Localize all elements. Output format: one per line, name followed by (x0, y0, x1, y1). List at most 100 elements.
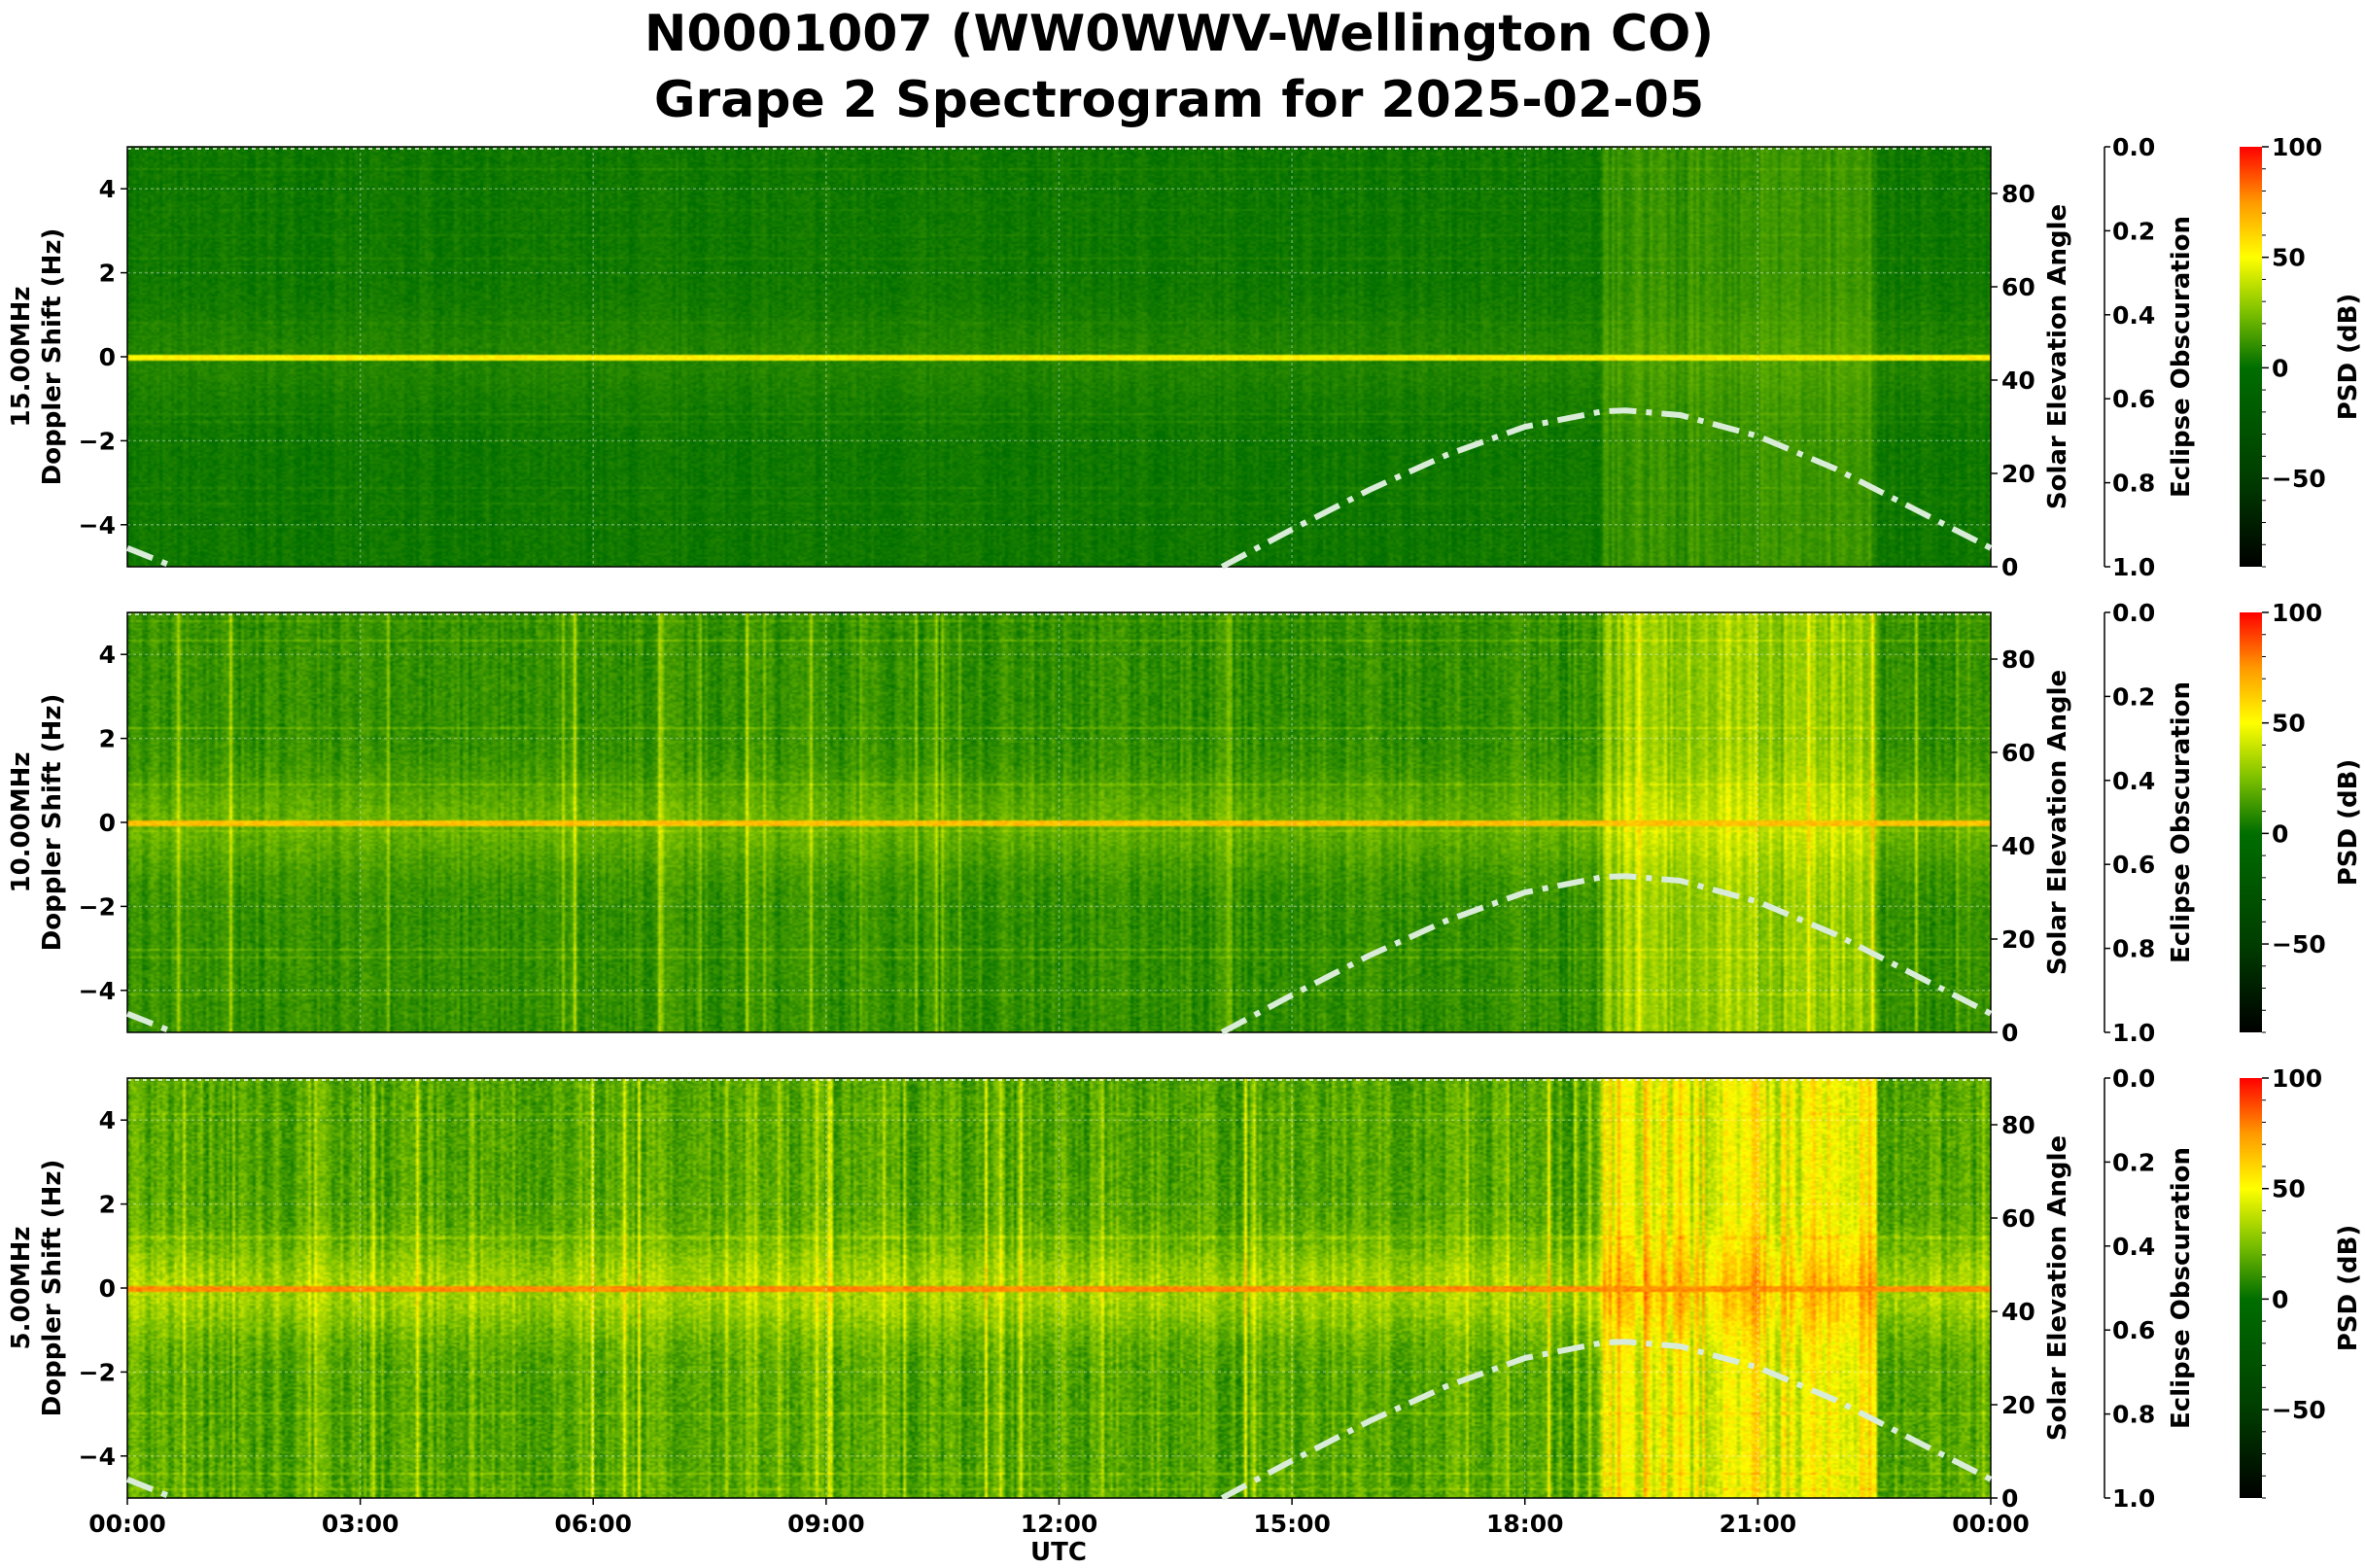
solar-elevation-curve (125, 1011, 176, 1035)
y-tick-label: 0 (99, 1274, 116, 1303)
colorbar-tick-label: −50 (2272, 465, 2326, 493)
colorbar (2240, 612, 2262, 1032)
colorbar-tick-label: 100 (2272, 1064, 2322, 1093)
elevation-tick-label: 60 (2001, 739, 2035, 767)
colorbar (2240, 147, 2262, 567)
eclipse-tick-label: 0.6 (2112, 851, 2155, 879)
x-tick-label: 09:00 (787, 1510, 865, 1538)
y-tick-label: 4 (99, 1106, 116, 1134)
y-tick-label: 2 (99, 725, 116, 753)
colorbar-tick-label: 100 (2272, 133, 2322, 161)
panel-frequency-label: 5.00MHz (7, 1227, 36, 1350)
x-tick-label: 18:00 (1486, 1510, 1564, 1538)
eclipse-axis-label: Eclipse Obscuration (2167, 681, 2196, 963)
spectrogram-10mhz (127, 612, 1991, 1032)
x-tick-label: 21:00 (1720, 1510, 1797, 1538)
eclipse-tick-label: 0.8 (2112, 1401, 2155, 1429)
eclipse-tick-label: 0.4 (2112, 1233, 2155, 1261)
y-tick-label: 2 (99, 260, 116, 288)
elevation-tick-label: 40 (2001, 366, 2035, 395)
solar-elevation-curve (125, 1477, 176, 1501)
eclipse-tick-label: 1.0 (2112, 1484, 2155, 1513)
eclipse-tick-label: 0.2 (2112, 217, 2155, 245)
elevation-tick-label: 20 (2001, 1391, 2035, 1419)
x-tick-label: 15:00 (1253, 1510, 1331, 1538)
eclipse-tick-label: 0.0 (2112, 1064, 2155, 1093)
y-tick-label: −2 (79, 892, 116, 921)
colorbar-tick-label: 0 (2272, 1285, 2288, 1313)
solar-elevation-curve (125, 545, 176, 570)
spectrogram-15mhz (127, 147, 1991, 567)
elevation-axis-label: Solar Elevation Angle (2043, 204, 2072, 509)
y-axis-label: Doppler Shift (Hz) (38, 228, 67, 486)
colorbar-tick-label: 0 (2272, 354, 2288, 382)
elevation-tick-label: 60 (2001, 1204, 2035, 1233)
eclipse-tick-label: 1.0 (2112, 1019, 2155, 1047)
colorbar-tick-label: 50 (2272, 244, 2306, 272)
elevation-tick-label: 20 (2001, 925, 2035, 954)
elevation-tick-label: 40 (2001, 832, 2035, 860)
x-tick-label: 12:00 (1021, 1510, 1098, 1538)
elevation-axis-label: Solar Elevation Angle (2043, 670, 2072, 975)
eclipse-tick-label: 1.0 (2112, 553, 2155, 581)
elevation-tick-label: 60 (2001, 273, 2035, 301)
eclipse-tick-label: 0.6 (2112, 1316, 2155, 1344)
elevation-tick-label: 0 (2001, 1484, 2018, 1513)
y-tick-label: 4 (99, 641, 116, 669)
y-tick-label: −4 (79, 977, 116, 1005)
colorbar-tick-label: 100 (2272, 599, 2322, 627)
y-tick-label: −4 (79, 511, 116, 540)
eclipse-tick-label: 0.4 (2112, 301, 2155, 330)
solar-elevation-curve (1220, 873, 1993, 1035)
eclipse-tick-label: 0.8 (2112, 935, 2155, 963)
x-tick-label: 03:00 (322, 1510, 400, 1538)
elevation-tick-label: 80 (2001, 645, 2035, 674)
elevation-tick-label: 80 (2001, 180, 2035, 208)
colorbar-tick-label: 0 (2272, 819, 2288, 848)
elevation-axis-label: Solar Elevation Angle (2043, 1135, 2072, 1441)
elevation-tick-label: 20 (2001, 460, 2035, 488)
y-axis-label: Doppler Shift (Hz) (38, 694, 67, 952)
eclipse-tick-label: 0.0 (2112, 133, 2155, 161)
elevation-tick-label: 80 (2001, 1111, 2035, 1139)
x-axis-label: UTC (1030, 1538, 1087, 1567)
eclipse-tick-label: 0.2 (2112, 682, 2155, 711)
colorbar-label: PSD (dB) (2334, 759, 2363, 887)
chart-title-line2: Grape 2 Spectrogram for 2025-02-05 (654, 71, 1704, 129)
eclipse-tick-label: 0.0 (2112, 599, 2155, 627)
solar-elevation-curve (1220, 1339, 1993, 1501)
y-tick-label: −2 (79, 427, 116, 455)
elevation-tick-label: 0 (2001, 553, 2018, 581)
colorbar-tick-label: 50 (2272, 1175, 2306, 1203)
x-tick-label: 00:00 (1952, 1510, 2030, 1538)
spectrogram-5mhz (127, 1078, 1991, 1498)
eclipse-axis-label: Eclipse Obscuration (2167, 216, 2196, 498)
eclipse-axis-label: Eclipse Obscuration (2167, 1147, 2196, 1429)
elevation-tick-label: 40 (2001, 1298, 2035, 1326)
x-tick-label: 00:00 (88, 1510, 166, 1538)
eclipse-tick-label: 0.6 (2112, 385, 2155, 413)
y-tick-label: 2 (99, 1191, 116, 1219)
colorbar-tick-label: −50 (2272, 930, 2326, 958)
eclipse-tick-label: 0.4 (2112, 767, 2155, 795)
eclipse-tick-label: 0.2 (2112, 1148, 2155, 1176)
x-tick-label: 06:00 (554, 1510, 632, 1538)
solar-elevation-curve (1220, 407, 1993, 570)
y-tick-label: −4 (79, 1443, 116, 1471)
chart-title-line1: N0001007 (WW0WWV-Wellington CO) (644, 5, 1714, 63)
colorbar-label: PSD (dB) (2334, 294, 2363, 421)
y-axis-label: Doppler Shift (Hz) (38, 1160, 67, 1417)
panel-frequency-label: 10.00MHz (7, 751, 36, 892)
colorbar-label: PSD (dB) (2334, 1225, 2363, 1352)
eclipse-tick-label: 0.8 (2112, 470, 2155, 498)
colorbar-tick-label: −50 (2272, 1396, 2326, 1424)
colorbar (2240, 1078, 2262, 1498)
y-tick-label: 4 (99, 175, 116, 203)
y-tick-label: −2 (79, 1358, 116, 1386)
panel-frequency-label: 15.00MHz (7, 286, 36, 427)
elevation-tick-label: 0 (2001, 1019, 2018, 1047)
y-tick-label: 0 (99, 343, 116, 371)
y-tick-label: 0 (99, 809, 116, 837)
